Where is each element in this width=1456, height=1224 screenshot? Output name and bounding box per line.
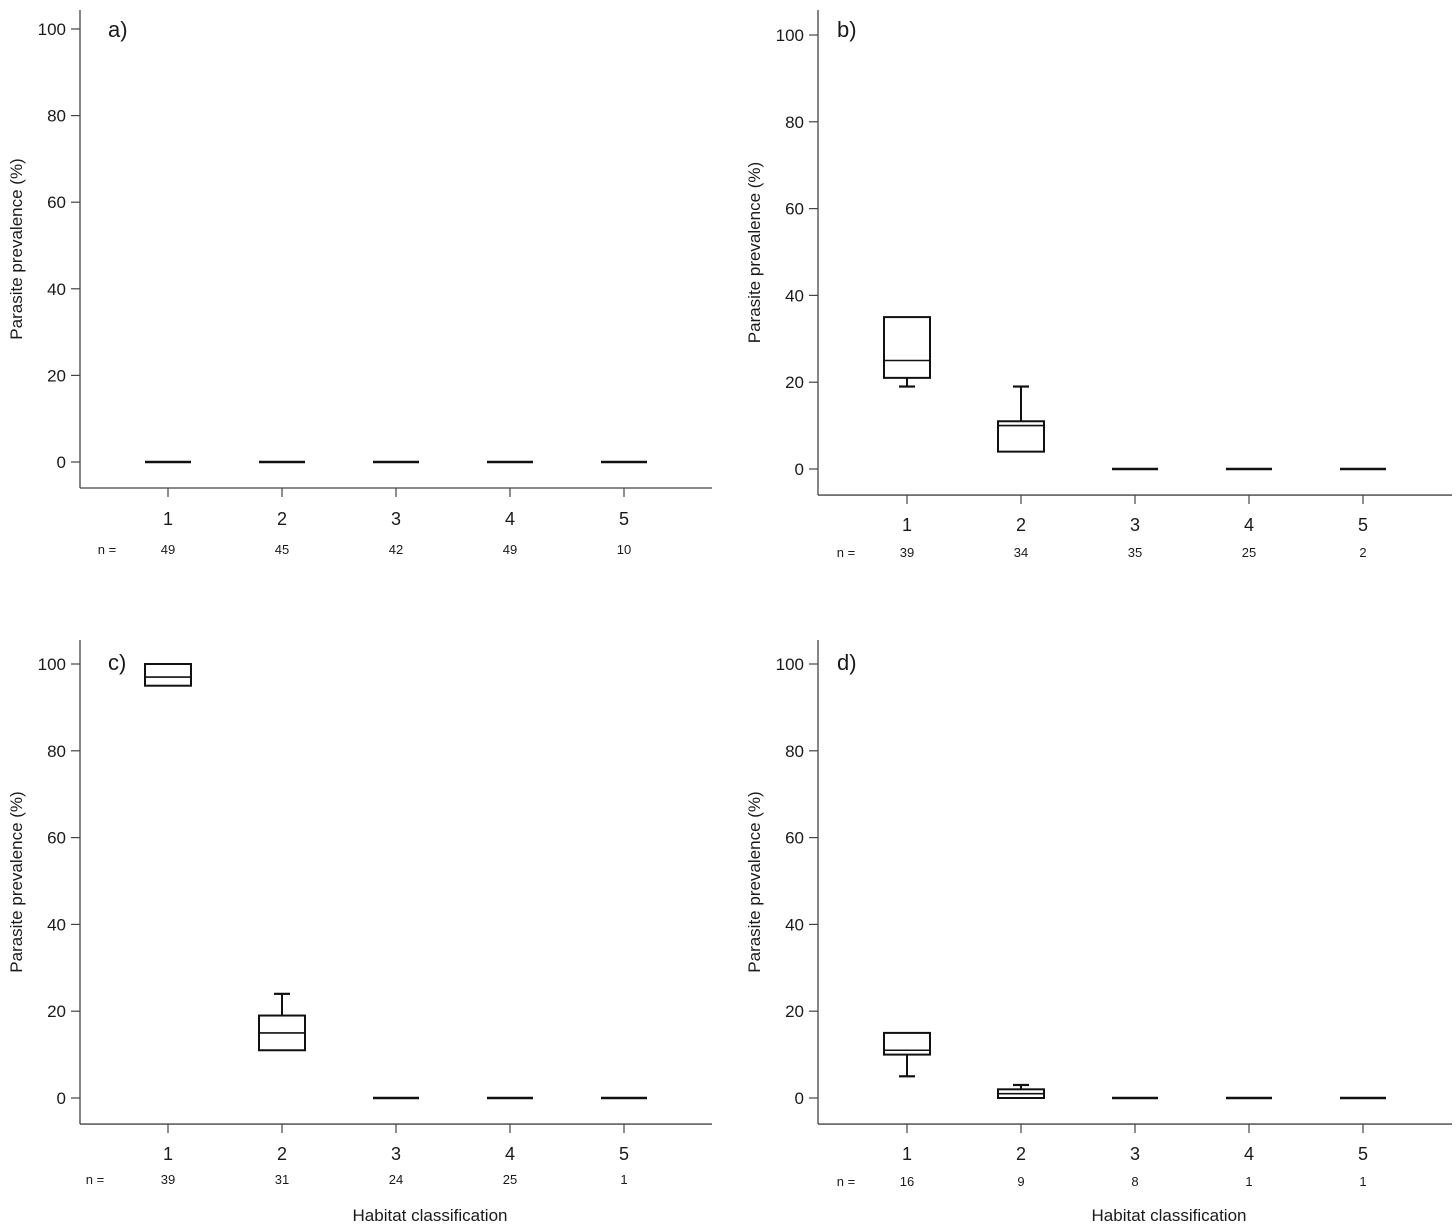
n-value: 31: [275, 1172, 289, 1187]
n-value: 10: [617, 542, 631, 557]
x-tick-label: 3: [1130, 515, 1140, 535]
panel-c: 0 20 40 60 80 100 Parasite prevalence (%) c) n =…: [7, 640, 712, 1224]
box: [883, 1031, 931, 1056]
n-value: 9: [1017, 1174, 1024, 1189]
n-value: 24: [389, 1172, 403, 1187]
y-axis-label: Parasite prevalence (%): [7, 791, 26, 972]
n-value: 45: [275, 542, 289, 557]
y-axis-label: Parasite prevalence (%): [7, 158, 26, 339]
x-tick-label: 1: [163, 1144, 173, 1164]
x-tick-label: 4: [505, 509, 515, 529]
x-tick-label: 1: [902, 515, 912, 535]
x-axis-label: Habitat classification: [353, 1206, 508, 1224]
y-tick-label: 20: [785, 1002, 804, 1021]
n-value: 1: [1359, 1174, 1366, 1189]
n-value: 8: [1131, 1174, 1138, 1189]
n-prefix: n =: [837, 545, 855, 560]
y-tick-label: 100: [776, 655, 804, 674]
x-tick-label: 5: [1358, 1144, 1368, 1164]
n-value: 1: [620, 1172, 627, 1187]
x-tick-label: 3: [1130, 1144, 1140, 1164]
y-tick-label: 20: [785, 373, 804, 392]
panel-label: c): [108, 650, 126, 675]
box: [883, 316, 931, 379]
n-value: 34: [1014, 545, 1028, 560]
x-tick-label: 4: [1244, 1144, 1254, 1164]
box-category-2: [258, 992, 306, 1052]
y-tick-label: 60: [785, 200, 804, 219]
x-tick-label: 2: [1016, 1144, 1026, 1164]
box-category-1: [144, 663, 192, 687]
n-value: 25: [1242, 545, 1256, 560]
y-tick-label: 0: [795, 460, 804, 479]
x-tick-label: 5: [619, 1144, 629, 1164]
n-prefix: n =: [86, 1172, 104, 1187]
y-tick-label: 0: [57, 1089, 66, 1108]
n-value: 49: [503, 542, 517, 557]
n-value: 42: [389, 542, 403, 557]
x-tick-label: 2: [277, 1144, 287, 1164]
y-tick-label: 60: [47, 829, 66, 848]
n-prefix: n =: [837, 1174, 855, 1189]
box-category-2: [997, 385, 1045, 453]
panel-a: 0 20 40 60 80 100 Parasite prevalence (%) a) n =…: [7, 10, 712, 557]
y-axis-label: Parasite prevalence (%): [745, 162, 764, 343]
panel-label: d): [837, 650, 857, 675]
x-axis-label: Habitat classification: [1092, 1206, 1247, 1224]
y-tick-label: 100: [38, 655, 66, 674]
y-tick-label: 0: [57, 453, 66, 472]
y-tick-label: 60: [785, 829, 804, 848]
n-value: 25: [503, 1172, 517, 1187]
x-tick-label: 2: [1016, 515, 1026, 535]
n-prefix: n =: [98, 542, 116, 557]
panel-label: a): [108, 17, 128, 42]
y-tick-label: 80: [785, 742, 804, 761]
box-category-1: [883, 316, 931, 388]
y-tick-label: 100: [776, 26, 804, 45]
y-tick-label: 80: [47, 742, 66, 761]
y-tick-label: 40: [47, 280, 66, 299]
x-tick-label: 1: [902, 1144, 912, 1164]
y-tick-label: 60: [47, 193, 66, 212]
y-tick-label: 80: [47, 107, 66, 126]
y-tick-label: 20: [47, 1002, 66, 1021]
n-value: 49: [161, 542, 175, 557]
x-tick-label: 4: [1244, 515, 1254, 535]
y-tick-label: 100: [38, 20, 66, 39]
n-value: 39: [900, 545, 914, 560]
x-tick-label: 4: [505, 1144, 515, 1164]
x-tick-label: 5: [619, 509, 629, 529]
n-value: 1: [1245, 1174, 1252, 1189]
box: [997, 420, 1045, 453]
n-value: 16: [900, 1174, 914, 1189]
y-tick-label: 0: [795, 1089, 804, 1108]
box-category-1: [883, 1031, 931, 1078]
n-value: 39: [161, 1172, 175, 1187]
n-value: 2: [1359, 545, 1366, 560]
y-tick-label: 40: [785, 915, 804, 934]
x-tick-label: 2: [277, 509, 287, 529]
box: [144, 663, 192, 687]
y-tick-label: 40: [785, 286, 804, 305]
x-tick-label: 5: [1358, 515, 1368, 535]
panel-label: b): [837, 17, 857, 42]
y-tick-label: 40: [47, 915, 66, 934]
x-tick-label: 3: [391, 509, 401, 529]
panel-d: 0 20 40 60 80 100 Parasite prevalence (%) d) n =…: [745, 640, 1452, 1224]
box-category-2: [997, 1083, 1045, 1099]
y-tick-label: 20: [47, 366, 66, 385]
x-tick-label: 3: [391, 1144, 401, 1164]
y-axis-label: Parasite prevalence (%): [745, 791, 764, 972]
n-value: 35: [1128, 545, 1142, 560]
y-tick-label: 80: [785, 113, 804, 132]
panel-b: 0 20 40 60 80 100 Parasite prevalence (%) b) n =…: [745, 10, 1452, 560]
x-tick-label: 1: [163, 509, 173, 529]
